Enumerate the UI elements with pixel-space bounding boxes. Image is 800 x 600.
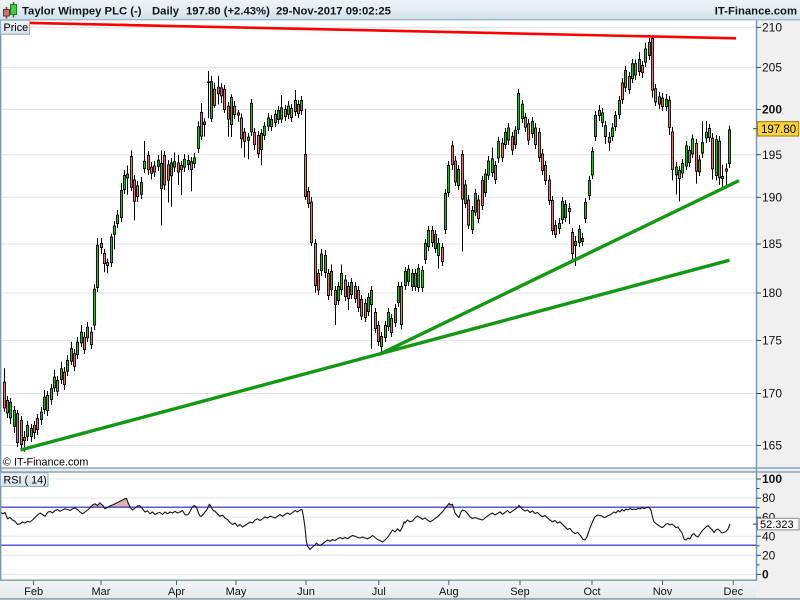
- svg-text:Dec: Dec: [724, 586, 744, 598]
- svg-text:Aug: Aug: [439, 586, 459, 598]
- svg-text:100: 100: [762, 472, 782, 486]
- svg-text:Taylor Wimpey PLC (-): Taylor Wimpey PLC (-): [22, 6, 142, 18]
- svg-text:180: 180: [762, 286, 782, 300]
- svg-text:197.80 (+2.43%): 197.80 (+2.43%): [186, 6, 270, 18]
- svg-text:May: May: [226, 586, 247, 598]
- svg-text:Price: Price: [4, 22, 29, 34]
- svg-text:Jul: Jul: [372, 586, 386, 598]
- svg-text:210: 210: [762, 21, 782, 35]
- svg-text:Daily: Daily: [152, 6, 180, 18]
- svg-text:IT-Finance.com: IT-Finance.com: [715, 6, 797, 18]
- svg-text:Oct: Oct: [583, 586, 600, 598]
- svg-text:195: 195: [762, 148, 782, 162]
- svg-text:Jun: Jun: [297, 586, 315, 598]
- svg-text:80: 80: [762, 491, 776, 505]
- svg-text:205: 205: [762, 61, 782, 75]
- svg-text:40: 40: [762, 529, 776, 543]
- svg-text:170: 170: [762, 387, 782, 401]
- svg-text:197.80: 197.80: [761, 124, 796, 136]
- svg-text:165: 165: [762, 439, 782, 453]
- svg-text:Mar: Mar: [92, 586, 111, 598]
- svg-text:Nov: Nov: [653, 586, 673, 598]
- svg-text:Sep: Sep: [510, 586, 530, 598]
- svg-text:185: 185: [762, 237, 782, 251]
- svg-text:Apr: Apr: [168, 586, 185, 598]
- svg-text:RSI ( 14): RSI ( 14): [4, 474, 47, 486]
- svg-text:52.323: 52.323: [760, 519, 794, 531]
- svg-text:190: 190: [762, 191, 782, 205]
- svg-text:175: 175: [762, 334, 782, 348]
- svg-text:200: 200: [762, 103, 782, 117]
- svg-text:© IT-Finance.com: © IT-Finance.com: [3, 456, 88, 468]
- svg-text:20: 20: [762, 549, 776, 563]
- svg-text:0: 0: [762, 568, 769, 582]
- svg-text:29-Nov-2017 09:02:25: 29-Nov-2017 09:02:25: [276, 6, 391, 18]
- svg-text:Feb: Feb: [24, 586, 43, 598]
